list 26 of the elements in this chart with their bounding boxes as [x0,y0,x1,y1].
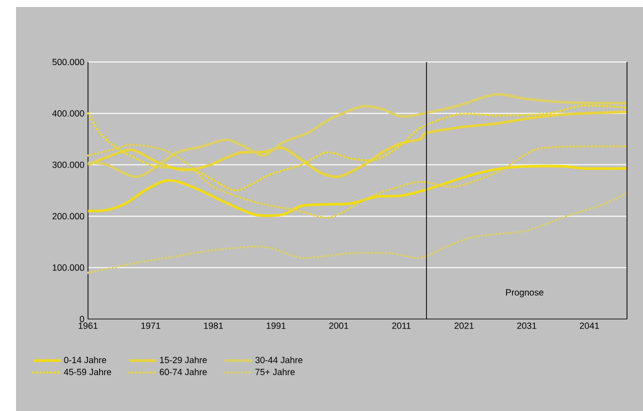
legend-label: 30-44 Jahre [255,356,302,364]
y-tick-label: 200.000 [52,213,84,220]
y-tick-label: 0 [80,316,84,322]
legend-label: 75+ Jahre [255,368,295,376]
x-tick-label: 2001 [329,322,348,329]
x-tick-label: 1981 [204,322,223,329]
y-tick-label: 100.000 [52,264,84,271]
line-series [86,164,628,218]
legend-label: 60-74 Jahre [160,368,207,376]
legend-label: 15-29 Jahre [160,356,207,364]
legend-label: 0-14 Jahre [64,356,106,364]
x-tick-label: 2031 [517,322,536,329]
line-series [86,104,628,192]
annotation: Prognose [506,289,544,298]
legend-label: 45-59 Jahre [64,368,112,376]
line-series [86,93,628,178]
x-tick-label: 2011 [392,322,411,329]
x-tick-label: 1971 [141,322,160,329]
y-tick-label: 400.000 [52,110,84,117]
line-series [86,192,628,274]
x-tick-label: 1991 [266,322,286,329]
y-tick-label: 500.000 [52,58,84,66]
x-tick-label: 2041 [580,322,599,329]
y-tick-label: 300.000 [52,162,84,168]
x-tick-label: 2021 [454,322,474,329]
x-tick-label: 1961 [78,322,98,329]
